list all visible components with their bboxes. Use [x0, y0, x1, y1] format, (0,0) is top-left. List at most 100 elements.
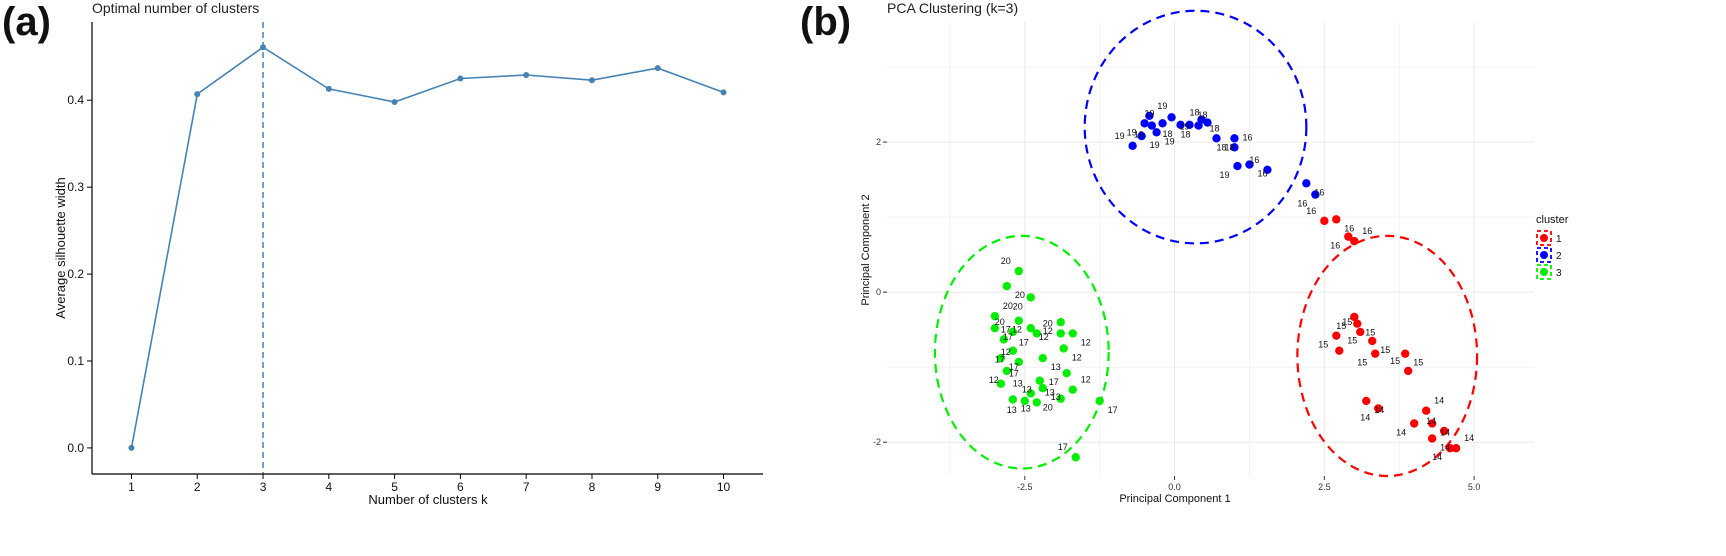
y-tick-label: 0.2	[67, 267, 84, 281]
point-label: 18	[1210, 124, 1220, 134]
point-label: 17	[1003, 332, 1013, 342]
point-label: 14	[1464, 433, 1474, 443]
cluster-legend: cluster 1 2 3	[1536, 214, 1569, 280]
cluster-3-point	[1056, 394, 1065, 403]
cluster-3-point	[990, 311, 1000, 321]
cluster-1-point	[1427, 434, 1437, 443]
point-label: 15	[1413, 358, 1423, 368]
data-point-k2	[194, 91, 201, 98]
cluster-3-point	[999, 335, 1009, 344]
cluster-3-point	[1008, 395, 1018, 404]
x-tick-label: 4	[325, 480, 332, 494]
point-label: 17	[995, 355, 1005, 365]
cluster-2-point	[1185, 120, 1194, 130]
data-point-k10	[720, 89, 727, 96]
chart-b-title: PCA Clustering (k=3)	[887, 0, 1019, 16]
point-label: 12	[1043, 326, 1053, 336]
cluster-2-point	[1176, 120, 1185, 130]
point-label: 18	[1198, 110, 1208, 120]
cluster-2-point	[1212, 134, 1221, 143]
point-label: 12	[989, 375, 999, 385]
cluster-1-point	[1320, 216, 1329, 226]
cluster-2-point	[1167, 113, 1176, 122]
legend-dot-3	[1540, 268, 1548, 276]
point-label: 20	[1001, 256, 1011, 266]
cluster-3-point	[1008, 346, 1018, 355]
cluster-1-point	[1335, 346, 1344, 355]
cluster-3-point	[996, 353, 1006, 363]
point-label: 12	[1039, 332, 1049, 342]
point-label: 17	[1009, 362, 1019, 372]
cluster-1-point	[1368, 336, 1377, 346]
cluster-1-point	[1332, 331, 1341, 340]
cluster-3-point	[1062, 368, 1071, 378]
cluster-2-point	[1158, 119, 1167, 128]
cluster-3-point	[1071, 453, 1080, 462]
point-label: 12	[1081, 375, 1091, 385]
point-label: 16	[1330, 241, 1340, 251]
point-label: 20	[1043, 403, 1053, 413]
point-label: 14	[1440, 442, 1450, 452]
point-label: 17	[1001, 325, 1011, 335]
data-point-k9	[654, 65, 661, 72]
y-axis-label: Average silhouette width	[53, 177, 68, 318]
point-label: 12	[1072, 352, 1082, 362]
point-label: 20	[1015, 290, 1025, 300]
point-label: 16	[1249, 155, 1259, 165]
cluster-2-point	[1230, 143, 1239, 152]
cluster-ellipse-2	[1083, 9, 1308, 245]
chart-a-title: Optimal number of clusters	[92, 0, 260, 16]
point-label: 17	[1058, 442, 1068, 452]
cluster-3-point	[1038, 353, 1047, 363]
point-label: 15	[1380, 345, 1390, 355]
panel-label-b: (b)	[800, 0, 852, 44]
cluster-ellipse-3	[933, 234, 1110, 470]
y-tick-label: 0.0	[67, 441, 84, 455]
x-tick-label: 10	[717, 480, 731, 494]
cluster-2-point	[1302, 179, 1311, 188]
point-label: 18	[1224, 142, 1234, 152]
data-point-k7	[523, 72, 530, 79]
point-label: 13	[1022, 385, 1032, 395]
cluster-3-point	[1056, 329, 1065, 338]
point-label: 19	[1219, 170, 1229, 180]
point-label: 17	[1009, 369, 1019, 379]
cluster-1-point	[1350, 312, 1359, 322]
cluster-ellipse-1	[1296, 234, 1479, 478]
x-tick-label: 6	[457, 480, 464, 494]
cluster-3-point	[996, 379, 1006, 388]
cluster-2-point	[1233, 161, 1242, 171]
cluster-2-point	[1263, 165, 1272, 175]
legend-key-1	[1536, 230, 1552, 246]
cluster-3-point	[1014, 266, 1023, 276]
b-x-axis-label: Principal Component 1	[1119, 493, 1230, 505]
cluster-3-point	[1026, 389, 1035, 398]
cluster-2-point	[1245, 160, 1254, 169]
b-x-tick-label: 5.0	[1468, 482, 1481, 492]
point-label: 13	[1051, 392, 1061, 402]
point-label: 19	[1150, 140, 1160, 150]
x-tick-label: 8	[589, 480, 596, 494]
cluster-3-point	[1095, 396, 1104, 406]
point-label: 14	[1434, 396, 1444, 406]
point-label: 19	[1180, 121, 1190, 131]
legend-dot-1	[1540, 234, 1548, 242]
silhouette-line	[130, 46, 724, 449]
cluster-1-point	[1332, 215, 1341, 224]
point-label: 19	[1134, 130, 1144, 140]
point-label: 18	[1181, 130, 1191, 140]
point-label: 18	[1216, 142, 1226, 152]
cluster-3-point	[990, 323, 1000, 333]
cluster-3-point	[1002, 281, 1012, 291]
cluster-3-point	[1038, 384, 1047, 393]
cluster-3-point	[1014, 357, 1023, 367]
cluster-1-point	[1362, 396, 1371, 406]
point-label: 15	[1365, 328, 1375, 338]
data-point-k5	[391, 98, 398, 105]
cluster-3-point	[1008, 327, 1018, 337]
cluster-3-point	[1014, 316, 1023, 325]
point-label: 15	[1357, 358, 1367, 368]
x-tick-label: 5	[391, 480, 398, 494]
legend-title: cluster	[1536, 214, 1569, 226]
legend-dot-2	[1540, 251, 1548, 259]
